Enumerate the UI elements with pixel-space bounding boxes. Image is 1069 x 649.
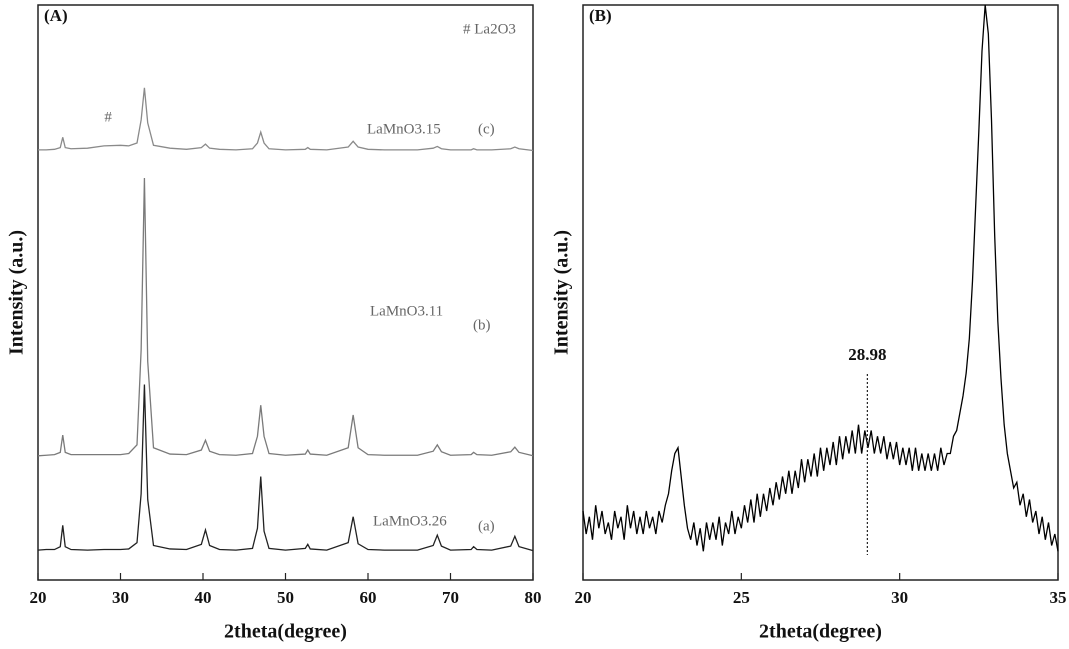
x-tick-label: 20 — [30, 588, 47, 607]
panel-label: (B) — [589, 6, 612, 25]
series-name: LaMnO3.15 — [367, 121, 441, 137]
legend-note: # La2O3 — [463, 21, 516, 37]
series-name: LaMnO3.11 — [370, 303, 443, 319]
series-name: LaMnO3.26 — [373, 513, 447, 529]
data-line — [37, 178, 534, 457]
y-axis-label: Intensity (a.u.) — [551, 230, 573, 355]
x-axis-label: 2theta(degree) — [759, 621, 882, 643]
plot-frame — [37, 4, 534, 581]
x-tick-label: 80 — [525, 588, 542, 607]
series-label: (b) — [473, 317, 491, 333]
data-line — [582, 4, 1059, 552]
annotation: # — [104, 109, 112, 125]
data-line — [37, 384, 534, 552]
annotation: 28.98 — [848, 345, 886, 364]
x-axis-label: 2theta(degree) — [224, 621, 347, 643]
x-tick-label: 30 — [891, 588, 908, 607]
series-label: (c) — [478, 121, 495, 137]
x-tick-label: 60 — [360, 588, 377, 607]
x-tick-label: 50 — [277, 588, 294, 607]
plot-frame — [582, 4, 1059, 581]
x-tick-label: 70 — [442, 588, 459, 607]
data-line — [38, 87, 534, 152]
y-axis-label: Intensity (a.u.) — [6, 230, 28, 355]
panel-label: (A) — [44, 6, 68, 25]
series-label: (a) — [478, 518, 495, 534]
x-tick-label: 25 — [733, 588, 750, 607]
x-tick-label: 30 — [112, 588, 129, 607]
x-tick-label: 20 — [575, 588, 592, 607]
x-tick-label: 35 — [1050, 588, 1067, 607]
x-tick-label: 40 — [195, 588, 212, 607]
